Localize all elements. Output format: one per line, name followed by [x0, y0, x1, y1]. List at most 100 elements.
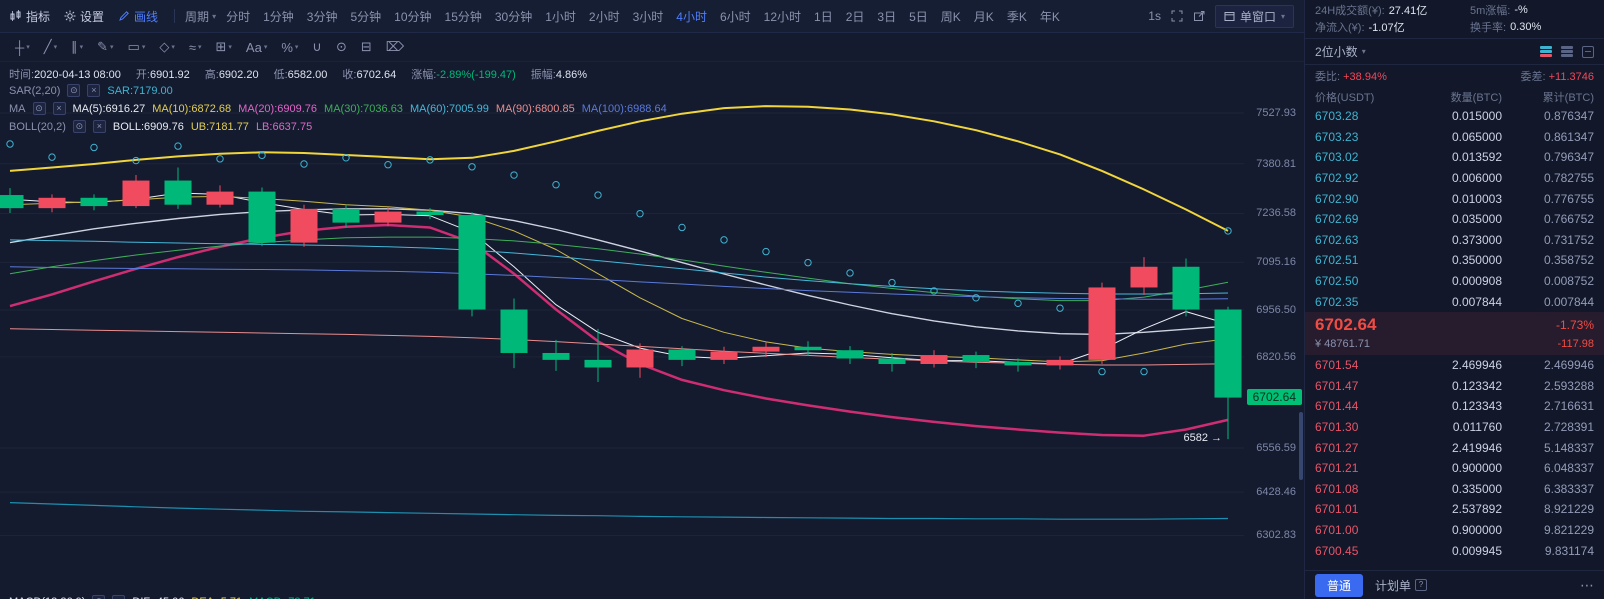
weibi-label: 委比:: [1315, 71, 1341, 83]
timeframe-3日[interactable]: 3日: [877, 9, 897, 24]
window-mode-button[interactable]: 单窗口 ▾: [1214, 4, 1294, 28]
indicator-button[interactable]: 指标: [10, 8, 50, 25]
bid-row[interactable]: 6701.01 2.537892 8.921229: [1305, 499, 1604, 520]
percent-tool[interactable]: % ▾: [274, 33, 305, 61]
crosshair-tool[interactable]: ┼ ▾: [8, 33, 37, 61]
timeframe-12小时[interactable]: 12小时: [763, 9, 802, 24]
ask-row[interactable]: 6702.50 0.000908 0.008752: [1305, 271, 1604, 292]
trendline-tool[interactable]: ╱ ▾: [37, 33, 64, 61]
timeframe-1日[interactable]: 1日: [814, 9, 833, 24]
stat-label: 换手率:: [1470, 22, 1507, 34]
ask-total: 0.007844: [1543, 294, 1594, 309]
gann-tool[interactable]: ⊞ ▾: [209, 33, 239, 61]
sar-dot: [426, 156, 434, 164]
bid-row[interactable]: 6701.30 0.011760 2.728391: [1305, 417, 1604, 438]
timeframe-10分钟[interactable]: 10分钟: [394, 9, 432, 24]
bid-row[interactable]: 6701.00 0.900000 9.821229: [1305, 520, 1604, 541]
sar-dot: [678, 223, 686, 232]
bid-row[interactable]: 6701.21 0.900000 6.048337: [1305, 458, 1604, 479]
macd-close-icon[interactable]: ×: [112, 595, 126, 599]
timeframe-30分钟[interactable]: 30分钟: [494, 9, 533, 24]
ask-row[interactable]: 6702.51 0.350000 0.358752: [1305, 250, 1604, 271]
ask-row[interactable]: 6702.92 0.006000 0.782755: [1305, 168, 1604, 189]
decimal-select[interactable]: 2位小数 ▾: [1315, 43, 1366, 60]
timeframe-2日[interactable]: 2日: [845, 9, 865, 24]
timeframe-5日[interactable]: 5日: [909, 9, 928, 24]
bid-row[interactable]: 6701.47 0.123342 2.593288: [1305, 376, 1604, 397]
amount-column-header: 数量(BTC): [1450, 91, 1502, 104]
bid-row[interactable]: 6701.08 0.335000 6.383337: [1305, 479, 1604, 500]
channel-tool[interactable]: ∥ ▾: [64, 33, 90, 61]
boll-close-icon[interactable]: ×: [92, 120, 106, 133]
ask-row[interactable]: 6702.90 0.010003 0.776755: [1305, 188, 1604, 209]
bid-amount: 0.123343: [1451, 399, 1502, 414]
sar-close-icon[interactable]: ×: [87, 84, 101, 97]
normal-order-button[interactable]: 普通: [1315, 573, 1364, 597]
period-dropdown[interactable]: 周期 ▾: [185, 8, 216, 25]
timeframe-周K[interactable]: 周K: [940, 9, 961, 24]
magnet-tool[interactable]: ∪: [305, 33, 329, 61]
timeframe-年K[interactable]: 年K: [1039, 9, 1060, 24]
timeframe-2小时[interactable]: 2小时: [588, 9, 620, 24]
timeframe-3小时[interactable]: 3小时: [632, 9, 664, 24]
bid-amount: 2.537892: [1451, 502, 1502, 517]
macd-settings-icon[interactable]: ⊙: [92, 595, 106, 599]
popout-icon[interactable]: [1193, 10, 1205, 22]
wave-tool[interactable]: ≈ ▾: [182, 33, 209, 61]
ask-row[interactable]: 6702.69 0.035000 0.766752: [1305, 209, 1604, 230]
timeframe-季K[interactable]: 季K: [1006, 9, 1027, 24]
bid-row[interactable]: 6701.27 2.419946 5.148337: [1305, 437, 1604, 458]
last-price-block[interactable]: 6702.64 -1.73% ¥ 48761.71 -117.98: [1305, 311, 1604, 355]
bid-total: 6.383337: [1543, 481, 1594, 496]
ask-amount: 0.065000: [1451, 129, 1502, 144]
timeframe-1分钟[interactable]: 1分钟: [263, 9, 294, 24]
draw-button[interactable]: 画线: [118, 8, 158, 25]
panel-layout-icon[interactable]: [1582, 45, 1594, 58]
bid-total: 2.469946: [1543, 358, 1594, 373]
ask-row[interactable]: 6702.63 0.373000 0.731752: [1305, 230, 1604, 251]
shape-tool[interactable]: ▭ ▾: [121, 33, 153, 61]
ask-price: 6703.23: [1315, 129, 1359, 144]
y-axis-label: 6956.50: [1256, 304, 1296, 317]
timeframe-1小时[interactable]: 1小时: [545, 9, 576, 24]
pencil-tool[interactable]: ✎ ▾: [90, 33, 120, 61]
ask-row[interactable]: 6703.28 0.015000 0.876347: [1305, 106, 1604, 127]
continue-draw-tool[interactable]: ⊟: [354, 33, 379, 61]
boll-settings-icon[interactable]: ⊙: [72, 120, 86, 133]
sar-settings-icon[interactable]: ⊙: [67, 84, 81, 97]
ma-close-icon[interactable]: ×: [52, 102, 66, 115]
plan-order-button[interactable]: 计划单 ?: [1375, 577, 1428, 594]
timeframe-5分钟[interactable]: 5分钟: [350, 9, 382, 24]
book-both-sides-icon[interactable]: [1540, 46, 1552, 58]
ask-row[interactable]: 6703.02 0.013592 0.796347: [1305, 147, 1604, 168]
timeframe-月K[interactable]: 月K: [973, 9, 994, 24]
macd-value: DIF:-45.06: [132, 596, 184, 599]
fullscreen-icon[interactable]: [1171, 10, 1183, 22]
delete-drawing-tool[interactable]: ⌦: [379, 33, 411, 61]
fibonacci-tool-icon: ◇: [159, 39, 170, 54]
sar-dot: [384, 161, 392, 169]
bid-row[interactable]: 6701.44 0.123343 2.716631: [1305, 396, 1604, 417]
more-options-button[interactable]: ⋯: [1580, 576, 1594, 593]
stat-value: 0.30%: [1510, 21, 1542, 33]
ask-row[interactable]: 6703.23 0.065000 0.861347: [1305, 127, 1604, 148]
fibonacci-tool[interactable]: ◇ ▾: [152, 33, 182, 61]
timeframe-6小时[interactable]: 6小时: [719, 9, 751, 24]
sar-dot: [930, 287, 938, 295]
y-axis-label: 7380.81: [1256, 157, 1296, 170]
candlestick-chart[interactable]: [0, 0, 1305, 599]
bid-amount: 0.009945: [1451, 543, 1502, 558]
text-tool[interactable]: Aa ▾: [239, 33, 274, 61]
measure-tool[interactable]: ⊙: [329, 33, 354, 61]
book-list-icon[interactable]: [1561, 46, 1573, 58]
bid-row[interactable]: 6700.45 0.009945 9.831174: [1305, 540, 1604, 561]
timeframe-分时[interactable]: 分时: [226, 9, 251, 24]
chart-scrollbar[interactable]: [1299, 412, 1303, 480]
timeframe-3分钟[interactable]: 3分钟: [306, 9, 338, 24]
bid-row[interactable]: 6701.54 2.469946 2.469946: [1305, 355, 1604, 376]
ask-row[interactable]: 6702.35 0.007844 0.007844: [1305, 291, 1604, 312]
settings-button[interactable]: 设置: [64, 8, 104, 25]
timeframe-15分钟[interactable]: 15分钟: [444, 9, 482, 24]
ma-settings-icon[interactable]: ⊙: [32, 102, 46, 115]
timeframe-4小时[interactable]: 4小时: [676, 9, 707, 24]
